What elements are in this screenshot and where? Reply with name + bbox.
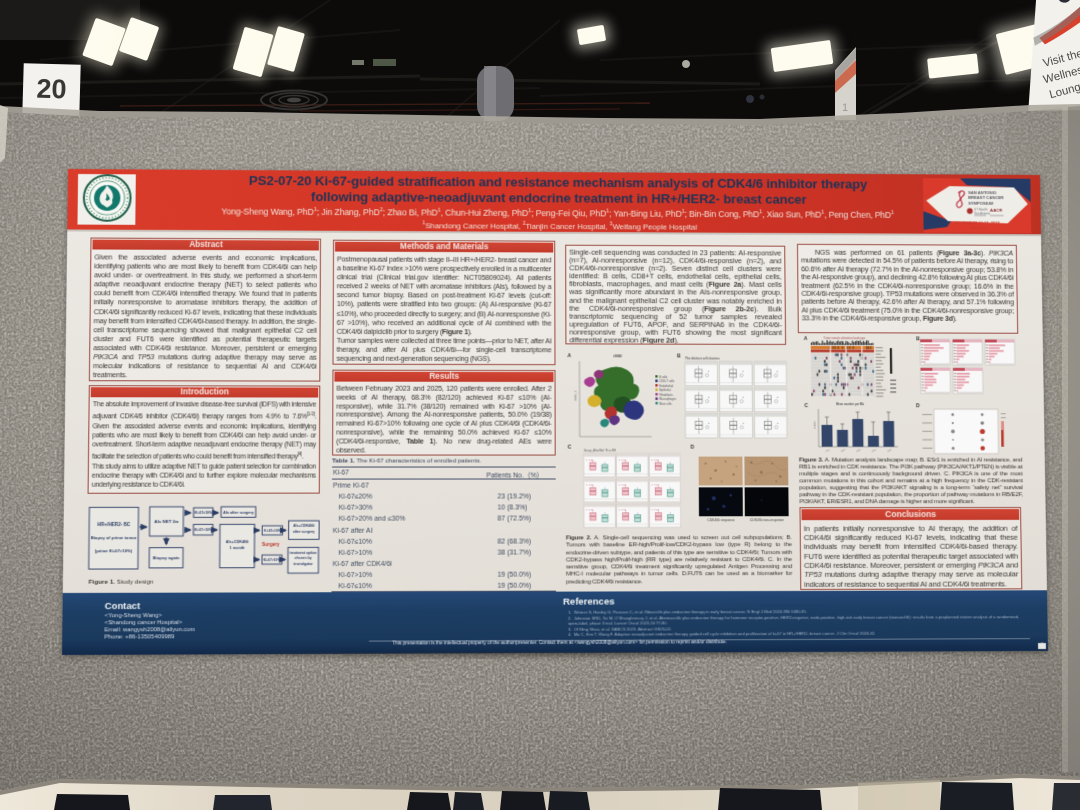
- svg-text:The distinct cell clusters: The distinct cell clusters: [685, 357, 720, 361]
- svg-text:AIs NET 2w: AIs NET 2w: [154, 519, 179, 524]
- svg-text:Tumor somatic alterations land: Tumor somatic alterations landscape: [824, 336, 866, 340]
- svg-text:CD8+T cells: CD8+T cells: [659, 379, 675, 383]
- svg-text:p=0.02: p=0.02: [619, 483, 627, 486]
- svg-text:B cells: B cells: [659, 375, 668, 379]
- svg-text:B: B: [916, 336, 920, 342]
- svg-text:grp2: grp2: [841, 448, 847, 452]
- svg-text:UT Health: UT Health: [974, 208, 988, 212]
- svg-text:AIs after surgery: AIs after surgery: [223, 511, 255, 515]
- svg-text:AACR: AACR: [990, 208, 1003, 213]
- svg-text:treatment option: treatment option: [290, 551, 317, 555]
- svg-text:p=0.02: p=0.02: [618, 458, 626, 461]
- svg-text:Ki-67≤10%: Ki-67≤10%: [195, 511, 212, 515]
- svg-text:AIs+CDK4/6i: AIs+CDK4/6i: [293, 524, 314, 528]
- svg-text:HR+/HER2- BC: HR+/HER2- BC: [97, 522, 131, 527]
- svg-text:A: A: [567, 353, 571, 359]
- svg-text:C: C: [804, 403, 808, 409]
- svg-text:Group_After/Bef: R vs RR: Group_After/Bef: R vs RR: [584, 449, 616, 453]
- svg-text:#SABCS24: #SABCS24: [969, 226, 987, 230]
- svg-text:after surgery: after surgery: [293, 530, 315, 534]
- svg-text:tSNE: tSNE: [613, 354, 622, 358]
- svg-text:p=0.02: p=0.02: [619, 508, 627, 511]
- svg-text:p=0.02: p=0.02: [651, 483, 659, 486]
- svg-text:counts: counts: [813, 421, 817, 429]
- svg-text:CDK4/6i response: CDK4/6i response: [707, 518, 735, 522]
- svg-text:BREAST CANCER: BREAST CANCER: [968, 195, 1003, 200]
- svg-text:1: 1: [842, 102, 848, 114]
- svg-text:p=0.02: p=0.02: [651, 458, 659, 461]
- svg-text:Mean number per Mb: Mean number per Mb: [836, 402, 864, 406]
- svg-text:A: A: [804, 336, 808, 342]
- svg-text:Epithelial: Epithelial: [659, 388, 671, 392]
- svg-text:grp5: grp5: [887, 448, 893, 452]
- svg-text:Ki-67>10%: Ki-67>10%: [263, 558, 280, 562]
- svg-text:1 month: 1 month: [230, 546, 246, 550]
- svg-text:grp1: grp1: [825, 448, 831, 452]
- svg-text:p=0.02: p=0.02: [586, 483, 594, 486]
- svg-text:D: D: [691, 445, 695, 451]
- svg-text:B: B: [677, 354, 681, 360]
- svg-text:p=0.02: p=0.02: [586, 458, 594, 461]
- svg-text:grp4: grp4: [871, 448, 877, 452]
- svg-text:investigator: investigator: [293, 562, 313, 566]
- svg-text:San Antonio: San Antonio: [974, 211, 990, 215]
- svg-text:p=0.02: p=0.02: [586, 508, 594, 511]
- svg-text:chosen by: chosen by: [295, 556, 312, 560]
- svg-text:Ki-67>10%: Ki-67>10%: [194, 528, 211, 532]
- svg-text:DECEMBER 10-13, 2024: DECEMBER 10-13, 2024: [955, 220, 1000, 225]
- svg-text:Mast cells: Mast cells: [659, 402, 672, 406]
- svg-text:Surgery: Surgery: [262, 542, 280, 547]
- svg-text:Fibroblasts: Fibroblasts: [659, 393, 673, 397]
- svg-text:Macrophages: Macrophages: [659, 397, 676, 401]
- svg-text:tSNE_2: tSNE_2: [574, 390, 578, 401]
- svg-text:Endothelial: Endothelial: [659, 384, 673, 388]
- svg-text:AIs+CDK4/6i: AIs+CDK4/6i: [226, 540, 249, 544]
- svg-text:(prime Ki-67>10%): (prime Ki-67>10%): [95, 548, 133, 553]
- svg-text:grp3: grp3: [856, 448, 862, 452]
- svg-text:Biopsy again: Biopsy again: [153, 556, 180, 561]
- svg-text:p=0.02: p=0.02: [651, 508, 659, 511]
- svg-text:Biopsy of prime tumor: Biopsy of prime tumor: [91, 535, 137, 540]
- svg-text:SAN ANTONIO: SAN ANTONIO: [968, 190, 997, 195]
- svg-text:CDK4/6i non-response: CDK4/6i non-response: [750, 518, 784, 522]
- svg-text:Ki-67≤10%: Ki-67≤10%: [264, 529, 281, 533]
- svg-text:C: C: [568, 445, 572, 451]
- svg-text:SYMPOSIUM: SYMPOSIUM: [968, 201, 994, 206]
- svg-text:D: D: [916, 403, 920, 409]
